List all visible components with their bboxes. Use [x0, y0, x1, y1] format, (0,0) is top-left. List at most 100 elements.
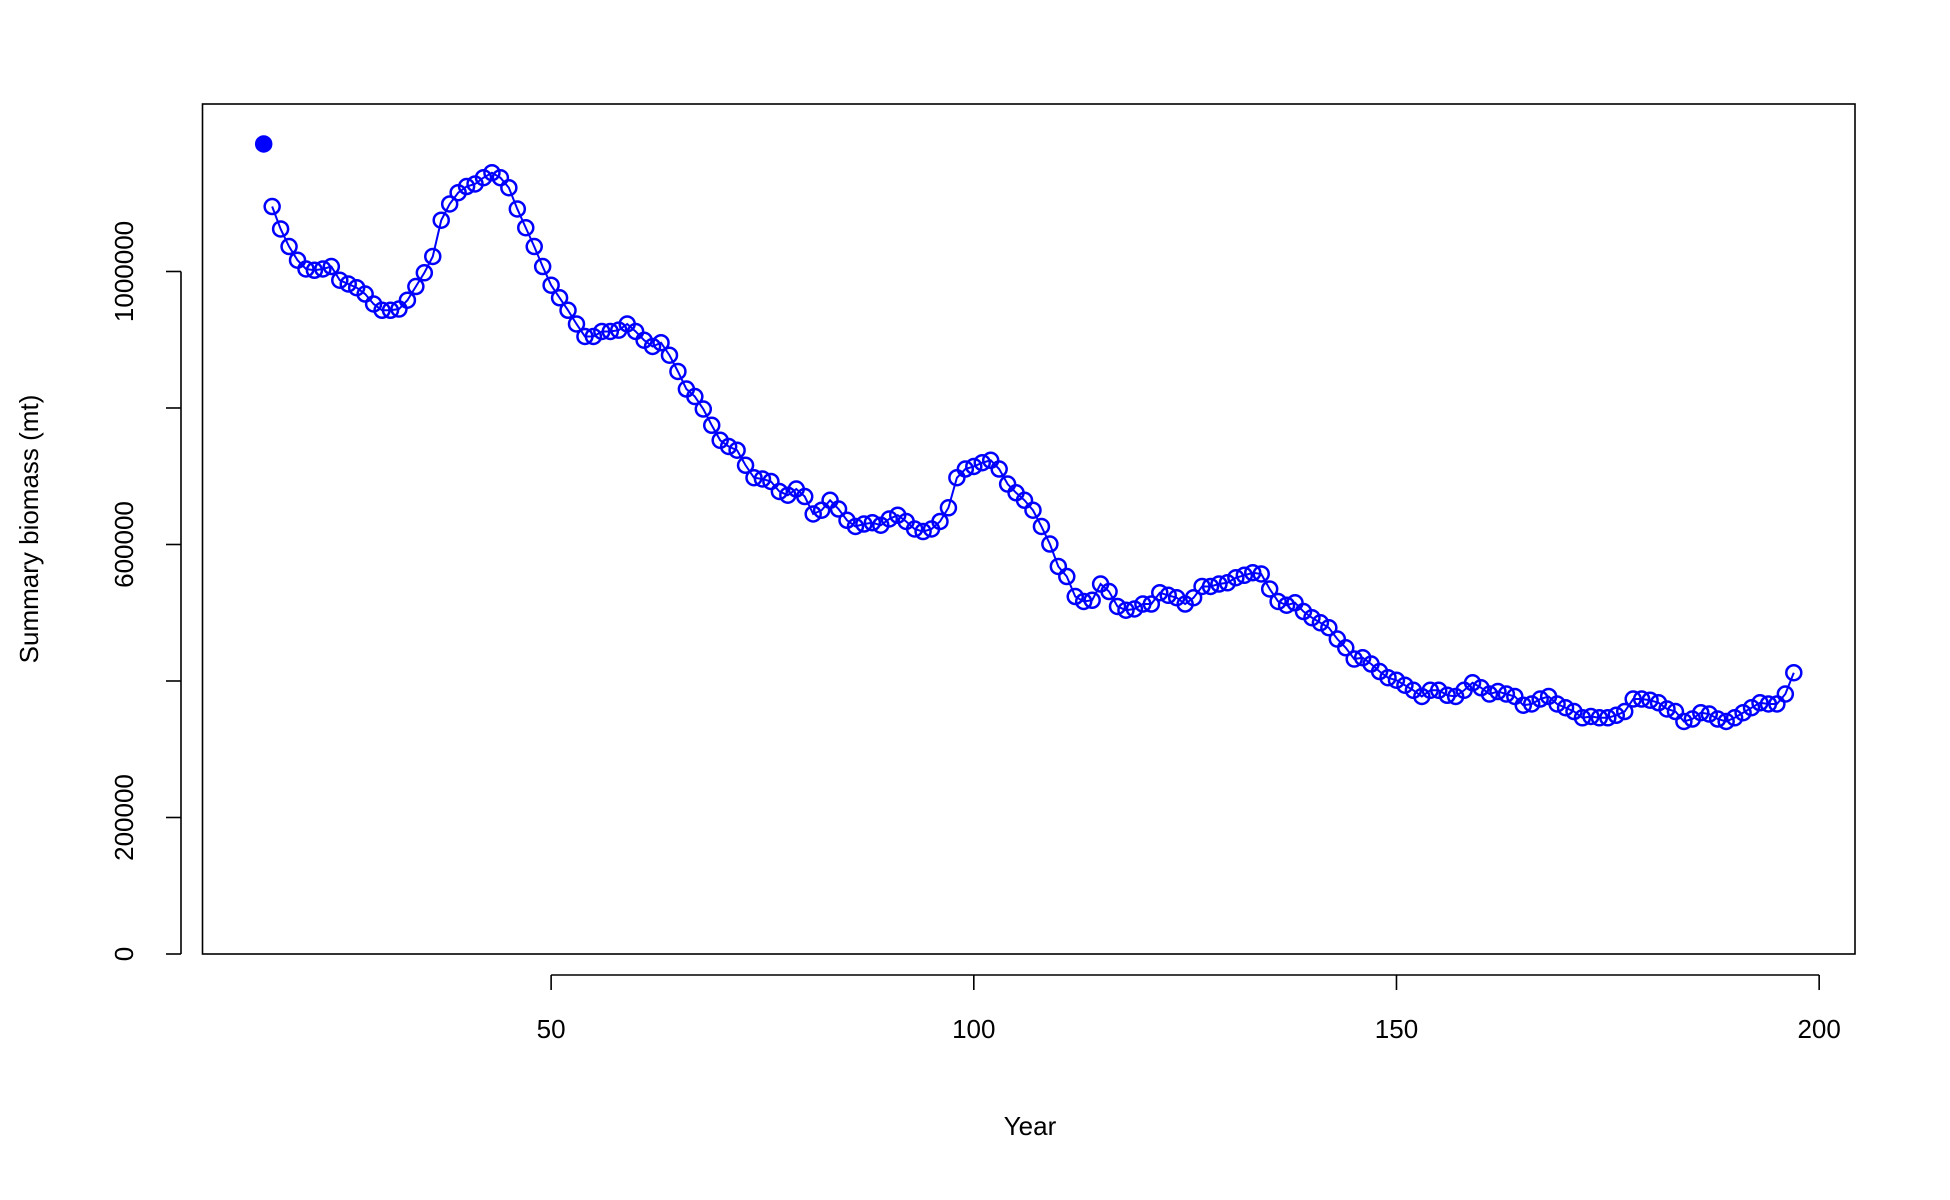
- data-point: [812, 501, 831, 519]
- data-point: [1244, 563, 1262, 582]
- data-point: [1125, 600, 1144, 618]
- data-point: [1201, 577, 1220, 596]
- data-point: [1641, 691, 1659, 709]
- data-point: [973, 453, 992, 472]
- data-point: [322, 257, 341, 276]
- data-point: [1768, 695, 1786, 713]
- data-point: [305, 261, 324, 280]
- data-point: [1717, 712, 1735, 731]
- data-point: [1582, 707, 1600, 726]
- data-point: [905, 520, 924, 538]
- data-point: [1599, 709, 1617, 727]
- data-point: [1159, 586, 1177, 605]
- y-tick-label: 200000: [109, 774, 139, 861]
- data-point: [1658, 700, 1676, 718]
- data-point: [1345, 650, 1363, 668]
- data-point: [719, 437, 738, 456]
- data-point: [559, 301, 577, 320]
- data-point: [474, 168, 493, 187]
- data-point: [660, 346, 679, 364]
- data-point: [1193, 577, 1211, 596]
- data-point: [1024, 501, 1042, 519]
- data-point: [381, 301, 400, 320]
- data-point: [1522, 695, 1541, 713]
- data-point: [770, 482, 789, 501]
- data-point: [1227, 568, 1245, 587]
- data-point: [1692, 703, 1710, 722]
- y-tick-label: 600000: [109, 501, 139, 588]
- data-point: [1675, 712, 1693, 731]
- data-point: [931, 512, 949, 531]
- data-point: [939, 499, 958, 517]
- data-point: [576, 327, 594, 346]
- x-axis-label: Year: [1004, 1111, 1057, 1141]
- data-point: [1184, 588, 1203, 607]
- data-point: [965, 457, 983, 476]
- data-point: [1379, 668, 1397, 687]
- x-tick-label: 150: [1375, 1014, 1418, 1044]
- data-point: [1590, 709, 1609, 727]
- data-point: [1218, 574, 1237, 592]
- data-point: [1142, 595, 1161, 613]
- data-point: [1277, 596, 1296, 614]
- data-point: [1320, 619, 1338, 637]
- data-point: [863, 513, 882, 532]
- data-point: [1429, 681, 1448, 700]
- data-point: [1074, 592, 1093, 611]
- data-point: [297, 260, 315, 278]
- data-point: [1066, 587, 1084, 606]
- data-point: [855, 515, 873, 533]
- data-point: [1463, 674, 1482, 692]
- data-point: [483, 163, 501, 182]
- x-tick-label: 100: [952, 1014, 995, 1044]
- data-point: [1210, 575, 1228, 593]
- data-point: [643, 337, 662, 356]
- data-point: [1556, 698, 1575, 717]
- data-point: [500, 178, 518, 197]
- data-point: [1260, 580, 1279, 598]
- data-point: [956, 460, 975, 478]
- data-point: [1497, 685, 1516, 703]
- data-point: [762, 472, 780, 491]
- data-point: [593, 322, 611, 341]
- data-point: [491, 168, 510, 187]
- data-point: [601, 322, 620, 341]
- data-point: [508, 200, 527, 218]
- data-point: [1489, 682, 1507, 701]
- data-point: [880, 510, 899, 528]
- data-point: [1742, 698, 1761, 717]
- data-point: [1100, 582, 1118, 601]
- data-point: [1134, 595, 1152, 613]
- data-point: [271, 220, 290, 238]
- data-point: [1117, 601, 1135, 619]
- data-point: [804, 505, 822, 523]
- data-point: [1573, 709, 1592, 727]
- data-point: [1759, 695, 1778, 713]
- data-point: [829, 500, 848, 518]
- data-point: [331, 271, 349, 289]
- data-point: [1666, 702, 1685, 721]
- data-point: [398, 291, 417, 309]
- data-point: [280, 237, 298, 256]
- data-point: [745, 468, 763, 487]
- data-point: [1624, 690, 1642, 708]
- data-point: [517, 218, 535, 237]
- data-point: [1421, 681, 1440, 700]
- data-point: [1151, 583, 1169, 602]
- data-point: [254, 135, 273, 153]
- data-point: [339, 275, 357, 293]
- data-point: [567, 315, 586, 333]
- data-point: [1548, 695, 1566, 713]
- data-point: [846, 517, 865, 536]
- data-point: [1041, 535, 1059, 553]
- data-point: [415, 264, 434, 282]
- data-point: [1311, 614, 1330, 632]
- data-point: [1032, 517, 1051, 536]
- data-point: [990, 460, 1008, 478]
- data-point: [1438, 686, 1456, 705]
- y-tick-label: 0: [109, 947, 139, 961]
- data-point: [542, 276, 560, 294]
- data-point: [263, 197, 281, 216]
- data-point: [1700, 705, 1719, 723]
